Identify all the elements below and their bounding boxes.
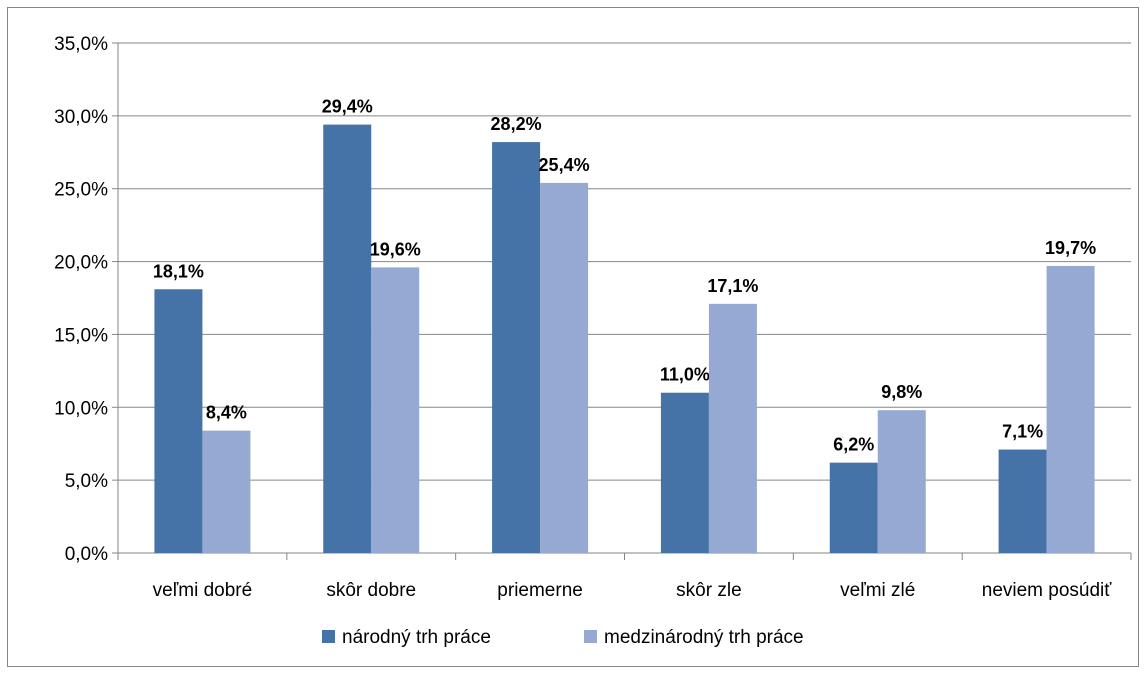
legend-label: medzinárodný trh práce	[604, 627, 804, 648]
x-tick-label: skôr dobre	[326, 580, 416, 601]
bar	[877, 410, 926, 553]
y-tick-label: 15,0%	[54, 325, 108, 346]
y-tick-label: 25,0%	[54, 180, 108, 201]
x-tick-label: priemerne	[497, 580, 583, 601]
bar	[154, 289, 203, 553]
data-label: 6,2%	[833, 435, 874, 455]
legend-swatch	[584, 630, 597, 643]
x-tick-label: neviem posúdiť	[982, 580, 1113, 601]
data-label: 9,8%	[881, 382, 922, 402]
bar	[998, 449, 1047, 553]
x-tick-label: veľmi zlé	[840, 580, 915, 601]
x-tick-label: skôr zle	[676, 580, 741, 601]
y-tick-label: 35,0%	[54, 34, 108, 55]
y-tick-label: 5,0%	[65, 471, 108, 492]
x-tick-label: veľmi dobré	[153, 580, 253, 601]
data-label: 28,2%	[491, 114, 542, 134]
bar	[708, 303, 757, 553]
bar	[202, 430, 251, 553]
data-label: 19,6%	[370, 239, 421, 259]
data-label: 7,1%	[1002, 422, 1043, 442]
bar	[323, 124, 372, 553]
legend-label: národný trh práce	[342, 627, 491, 648]
data-label: 18,1%	[153, 261, 204, 281]
bar	[1046, 265, 1095, 553]
data-label: 17,1%	[707, 276, 758, 296]
data-label: 8,4%	[206, 403, 247, 423]
y-tick-label: 30,0%	[54, 107, 108, 128]
legend-swatch	[322, 630, 335, 643]
bar	[660, 392, 709, 553]
data-label: 11,0%	[660, 365, 710, 385]
bar	[492, 142, 541, 554]
bar	[371, 267, 420, 553]
data-label: 19,7%	[1045, 238, 1096, 258]
y-tick-label: 20,0%	[54, 253, 108, 274]
y-tick-label: 0,0%	[65, 544, 108, 565]
data-label: 29,4%	[322, 97, 373, 117]
data-label: 25,4%	[539, 155, 590, 175]
y-tick-label: 10,0%	[54, 398, 108, 419]
bar	[829, 462, 878, 553]
bar	[540, 182, 589, 553]
